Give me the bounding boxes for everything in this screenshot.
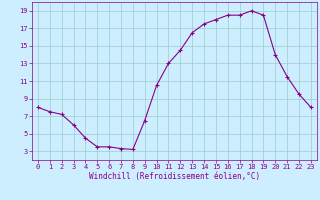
X-axis label: Windchill (Refroidissement éolien,°C): Windchill (Refroidissement éolien,°C) <box>89 172 260 181</box>
